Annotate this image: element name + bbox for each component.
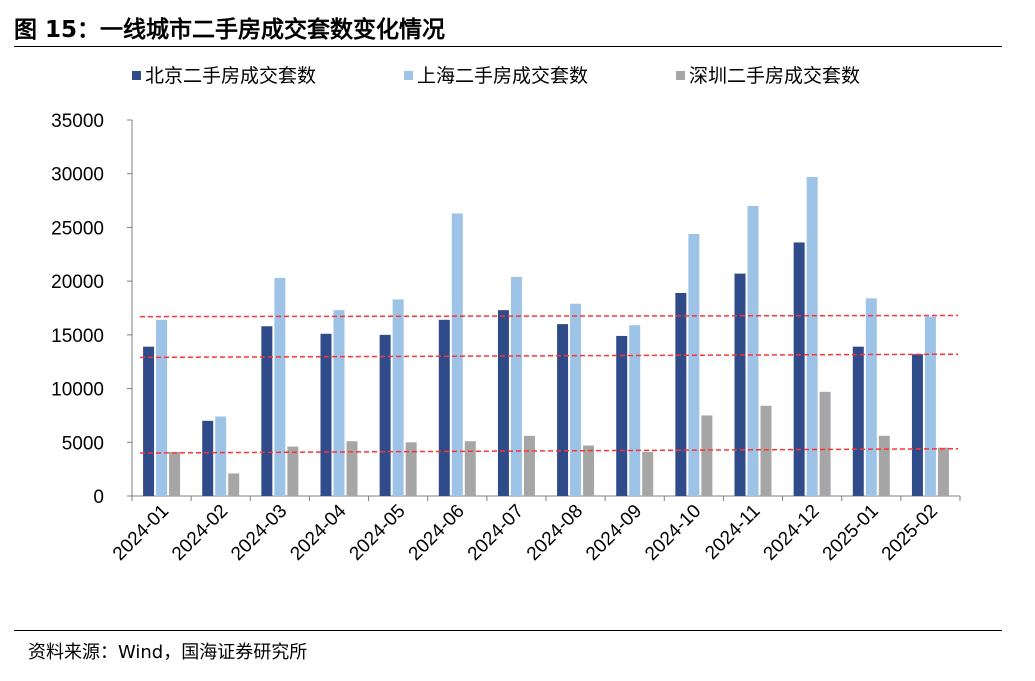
bar-2024-06-s2: [451, 213, 463, 496]
bar-2024-11-s2: [747, 205, 759, 496]
bar-2024-03-s1: [261, 326, 273, 496]
bar-2024-02-s3: [228, 473, 240, 496]
bar-2024-09-s2: [629, 325, 641, 496]
x-tick-label: 2024-04: [286, 500, 350, 564]
bar-2025-01-s1: [852, 346, 864, 496]
bar-2024-03-s3: [287, 446, 299, 496]
y-tick-label: 25000: [51, 218, 104, 239]
legend-label-2: 上海二手房成交套数: [417, 65, 588, 87]
x-tick-label: 2024-09: [582, 501, 646, 565]
y-tick-label: 5000: [62, 433, 104, 454]
x-tick-label: 2024-11: [701, 501, 764, 564]
bar-2024-07-s3: [523, 435, 535, 496]
bar-2024-01-s2: [156, 319, 168, 496]
bar-2024-12-s3: [819, 391, 831, 496]
bar-2024-01-s3: [169, 451, 181, 496]
y-tick-label: 35000: [51, 111, 104, 132]
bar-2024-08-s1: [557, 324, 569, 496]
bar-2024-05-s3: [405, 442, 417, 496]
x-tick-label: 2024-06: [405, 501, 469, 565]
x-tick-label: 2024-08: [523, 501, 587, 565]
bar-2024-11-s3: [760, 405, 772, 496]
source-note: 资料来源：Wind，国海证券研究所: [28, 642, 308, 663]
legend-swatch-3: [676, 71, 685, 80]
bar-2024-01-s1: [143, 346, 155, 496]
x-tick-label: 2024-10: [641, 501, 705, 565]
x-tick-label: 2024-02: [168, 501, 232, 565]
bar-2024-10-s3: [701, 415, 713, 496]
bar-2025-02-s1: [911, 354, 923, 496]
source-divider: [14, 630, 1002, 631]
x-tick-label: 2024-05: [346, 501, 410, 565]
bar-2024-12-s1: [793, 242, 805, 496]
bar-2024-10-s1: [675, 292, 687, 496]
reference-line-2: [139, 353, 959, 359]
bar-2024-10-s2: [688, 233, 700, 497]
x-tick-label: 2025-01: [819, 501, 883, 565]
x-tick-label: 2025-02: [878, 501, 942, 565]
figure-title: 图 15：一线城市二手房成交套数变化情况: [14, 17, 446, 43]
y-tick-label: 30000: [51, 165, 104, 186]
bar-2024-05-s1: [379, 334, 391, 496]
bar-2025-02-s3: [937, 447, 949, 496]
reference-line-1: [139, 314, 959, 318]
x-tick-label: 2024-07: [464, 501, 528, 565]
bar-2024-08-s3: [583, 445, 595, 496]
y-tick-label: 15000: [51, 326, 104, 347]
bar-2024-12-s2: [806, 176, 818, 497]
bar-2024-07-s1: [497, 310, 509, 496]
bar-2024-07-s2: [510, 276, 522, 496]
legend-label-3: 深圳二手房成交套数: [689, 65, 860, 87]
bar-2024-11-s1: [734, 273, 746, 496]
reference-line-3: [139, 447, 959, 454]
bar-2025-02-s2: [924, 316, 936, 496]
bar-2024-04-s3: [346, 441, 358, 496]
bar-2024-02-s2: [215, 416, 227, 496]
bar-2025-01-s3: [878, 435, 890, 496]
legend-swatch-2: [404, 71, 413, 80]
bar-2024-05-s2: [392, 299, 404, 496]
bar-2025-01-s2: [865, 298, 877, 496]
y-tick-label: 0: [93, 487, 104, 508]
bar-2024-09-s1: [616, 335, 628, 496]
y-tick-label: 10000: [51, 380, 104, 401]
bar-2024-03-s2: [274, 277, 286, 496]
bar-2024-04-s1: [320, 333, 332, 496]
bar-2024-02-s1: [202, 420, 214, 496]
bar-2024-08-s2: [570, 303, 582, 496]
title-divider: [14, 46, 1002, 47]
x-tick-label: 2024-03: [227, 501, 291, 565]
x-tick-label: 2024-01: [109, 501, 173, 565]
bar-2024-09-s3: [642, 451, 654, 496]
x-tick-label: 2024-12: [760, 501, 824, 565]
bar-2024-06-s3: [464, 441, 476, 496]
y-tick-label: 20000: [51, 272, 104, 293]
legend-swatch-1: [132, 71, 141, 80]
bar-2024-04-s2: [333, 310, 345, 496]
legend-label-1: 北京二手房成交套数: [145, 65, 316, 87]
bar-2024-06-s1: [438, 319, 450, 496]
